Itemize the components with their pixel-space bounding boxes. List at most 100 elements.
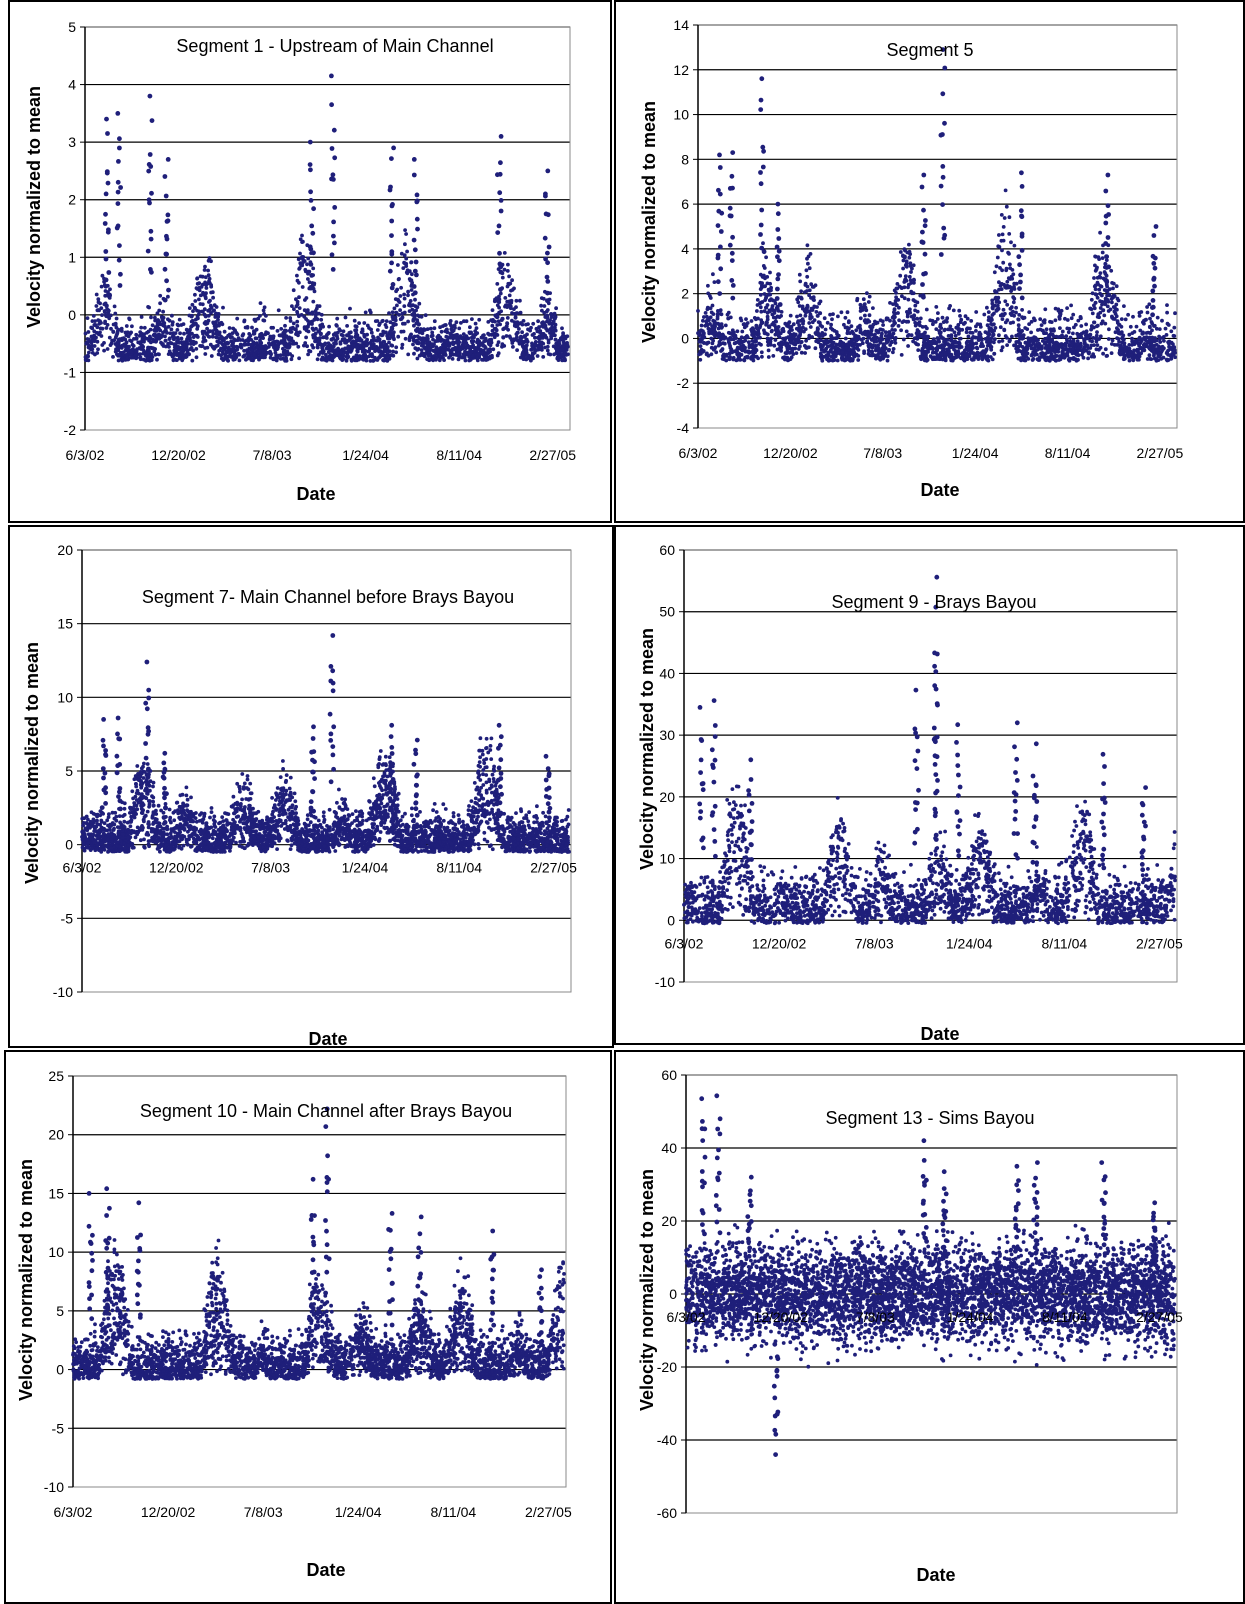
data-point xyxy=(1161,335,1166,339)
data-point xyxy=(187,352,191,357)
data-point xyxy=(287,345,292,349)
data-point xyxy=(212,303,217,308)
data-point xyxy=(803,351,807,355)
data-point xyxy=(1000,248,1004,253)
data-point xyxy=(1016,323,1021,328)
data-point xyxy=(501,327,506,332)
data-point xyxy=(853,342,858,347)
data-point xyxy=(346,344,351,349)
data-point xyxy=(977,332,982,336)
data-point xyxy=(112,338,117,342)
data-point xyxy=(759,350,764,355)
data-point xyxy=(305,344,309,349)
data-point xyxy=(489,337,494,342)
data-point xyxy=(948,304,952,308)
data-point xyxy=(1041,319,1046,324)
data-point xyxy=(933,320,938,324)
data-point xyxy=(858,330,863,335)
data-point xyxy=(848,331,852,335)
data-point xyxy=(120,350,125,355)
data-point xyxy=(394,289,398,294)
data-point xyxy=(400,346,404,350)
data-point xyxy=(107,316,112,321)
data-point xyxy=(127,344,131,349)
data-point xyxy=(881,323,885,327)
data-point xyxy=(865,291,869,296)
data-point xyxy=(714,350,719,355)
data-point xyxy=(549,312,554,316)
data-point xyxy=(373,355,377,360)
data-point xyxy=(966,334,971,339)
data-point xyxy=(506,262,510,267)
data-point xyxy=(807,266,812,271)
data-point xyxy=(1088,332,1093,337)
data-point xyxy=(474,326,479,330)
data-point xyxy=(856,358,861,362)
data-point xyxy=(305,310,309,315)
data-point xyxy=(136,340,141,345)
data-point xyxy=(232,337,237,342)
data-point xyxy=(542,304,547,308)
y-axis-label: Velocity normalized to mean xyxy=(24,86,44,328)
data-point xyxy=(1127,332,1132,337)
data-point xyxy=(319,357,324,362)
data-point xyxy=(161,330,165,335)
data-point xyxy=(698,329,702,333)
data-point xyxy=(206,313,211,318)
data-point xyxy=(498,287,503,292)
data-point xyxy=(507,274,511,279)
data-point xyxy=(294,330,299,335)
data-point xyxy=(382,348,387,352)
data-point xyxy=(158,293,163,298)
data-point xyxy=(102,302,107,307)
data-point xyxy=(413,297,417,302)
data-point xyxy=(209,354,214,358)
data-point xyxy=(308,189,313,195)
data-point xyxy=(492,335,497,340)
data-point xyxy=(806,261,810,266)
data-point xyxy=(839,310,844,315)
data-point xyxy=(554,341,559,346)
data-point xyxy=(1138,328,1143,333)
data-point xyxy=(1094,292,1099,297)
data-point xyxy=(117,243,122,249)
data-point xyxy=(505,269,510,273)
data-point xyxy=(1090,291,1095,296)
data-point xyxy=(368,352,373,357)
data-point xyxy=(1045,348,1050,353)
data-point xyxy=(817,320,822,325)
data-point xyxy=(215,335,219,339)
data-point xyxy=(105,347,110,351)
data-point xyxy=(210,329,215,334)
data-point xyxy=(185,331,190,335)
data-point xyxy=(810,320,815,325)
data-point xyxy=(990,322,995,327)
data-point xyxy=(514,305,518,309)
data-point xyxy=(505,299,510,304)
data-point xyxy=(98,330,102,335)
data-point xyxy=(765,303,770,307)
data-point xyxy=(887,331,892,336)
data-point xyxy=(797,304,802,308)
data-point xyxy=(1017,336,1022,341)
data-point xyxy=(191,309,195,313)
data-point xyxy=(997,333,1001,338)
data-point xyxy=(777,335,782,339)
data-point xyxy=(997,245,1002,249)
data-point xyxy=(974,310,979,314)
data-point xyxy=(735,329,740,334)
data-point xyxy=(309,273,315,278)
data-point xyxy=(836,314,840,319)
data-point xyxy=(774,319,778,324)
data-point xyxy=(971,346,975,350)
data-point xyxy=(550,325,554,330)
data-point xyxy=(816,340,821,345)
data-point xyxy=(751,358,756,363)
data-point xyxy=(1079,324,1084,328)
data-point xyxy=(746,340,751,345)
data-point xyxy=(444,344,449,348)
data-point xyxy=(1003,299,1008,304)
data-point xyxy=(115,340,120,345)
data-point xyxy=(103,211,108,217)
data-point xyxy=(1111,317,1116,321)
